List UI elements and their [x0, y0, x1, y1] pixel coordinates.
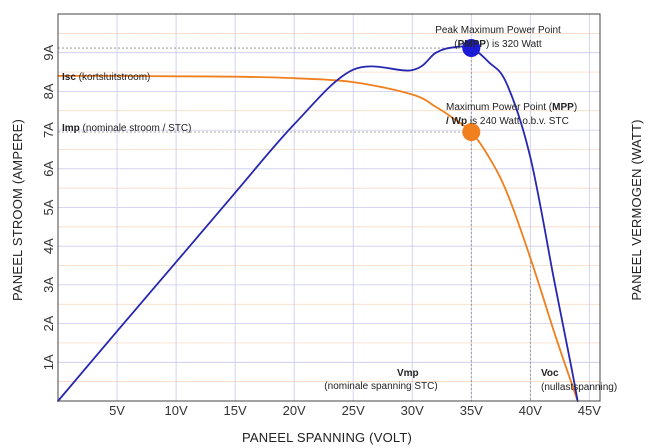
y-tick-label: 4A	[41, 238, 56, 254]
x-tick-label: 30V	[401, 403, 424, 418]
imp-desc: (nominale stroom / STC)	[80, 123, 192, 134]
x-tick-label: 15V	[224, 403, 247, 418]
isc-annotation: Isc (kortsluitstroom)	[62, 72, 150, 83]
x-tick-label: 20V	[283, 403, 306, 418]
tick-labels: 5V 10V 15V 20V 25V 30V 35V 40V 45V 1A 2A 3A 4A 5A 6A 7A…	[41, 44, 601, 418]
y-tick-label: 5A	[41, 199, 56, 215]
x-tick-label: 10V	[165, 403, 188, 418]
vmp-label: Vmp	[397, 368, 419, 379]
pmpp-label: PMPP	[458, 39, 487, 50]
y-tick-label: 9A	[41, 44, 56, 60]
pmpp-paren-open: (	[454, 39, 458, 50]
pmpp-point	[462, 39, 481, 58]
x-tick-label: 25V	[342, 403, 365, 418]
points	[462, 39, 481, 142]
x-tick-label: 40V	[519, 403, 542, 418]
y2-axis-title: PANEEL VERMOGEN (WATT)	[629, 119, 644, 300]
y-tick-label: 7A	[41, 122, 56, 138]
voc-label: Voc	[541, 368, 559, 379]
isc-label: Isc	[62, 72, 76, 83]
y-tick-label: 2A	[41, 315, 56, 331]
x-tick-label: 45V	[578, 403, 601, 418]
y-tick-label: 1A	[41, 354, 56, 370]
x-tick-label: 5V	[109, 403, 125, 418]
mpp-annotation-line2: / Wp is 240 Watt o.b.v. STC	[446, 116, 569, 127]
isc-desc: (kortsluitstroom)	[76, 72, 150, 83]
imp-annotation: Imp (nominale stroom / STC)	[62, 123, 191, 134]
series	[57, 45, 579, 402]
mpp-annotation-line1: Maximum Power Point (MPP)	[446, 102, 577, 113]
y-axis-title: PANEEL STROOM (AMPERE)	[10, 119, 25, 301]
guide-lines	[58, 47, 531, 401]
plot-frame	[57, 13, 601, 402]
mpp-label: MPP	[552, 102, 574, 113]
plot-border	[57, 13, 601, 402]
y-tick-label: 3A	[41, 277, 56, 293]
mpp-point	[462, 123, 481, 142]
pmpp-annotation-line2: (PMPP) is 320 Watt	[454, 39, 542, 50]
voc-desc: (nullastspanning)	[541, 382, 617, 393]
pmpp-annotation-line1: Peak Maximum Power Point	[435, 25, 561, 36]
grid	[58, 14, 600, 401]
mpp-prefix: Maximum Power Point (	[446, 102, 553, 113]
current-curve	[57, 75, 579, 402]
y-tick-label: 6A	[41, 161, 56, 177]
wp-desc: is 240 Watt o.b.v. STC	[467, 116, 569, 127]
mpp-suffix: )	[574, 102, 577, 113]
pmpp-desc: ) is 320 Watt	[486, 39, 542, 50]
power-curve	[57, 45, 579, 402]
wp-label: / Wp	[446, 116, 467, 127]
imp-label: Imp	[62, 123, 80, 134]
x-tick-label: 35V	[460, 403, 483, 418]
x-axis-title: PANEEL SPANNING (VOLT)	[242, 430, 412, 445]
y-tick-label: 8A	[41, 83, 56, 99]
vmp-desc: (nominale spanning STC)	[324, 381, 437, 392]
